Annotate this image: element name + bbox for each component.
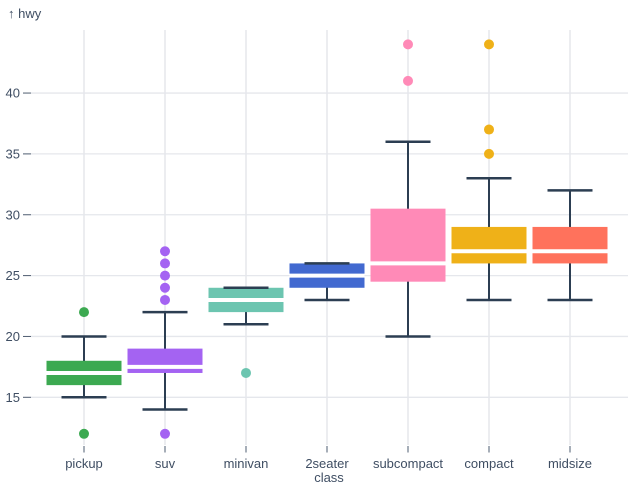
y-axis-label: ↑ hwy xyxy=(8,6,42,21)
outlier-dot xyxy=(403,75,413,86)
box-rect xyxy=(451,226,527,264)
x-tick-label: midsize xyxy=(548,456,592,471)
boxplot-subcompact xyxy=(370,39,446,338)
y-tick-label: 30 xyxy=(6,207,20,222)
outlier-dot xyxy=(484,39,494,50)
x-tick-label: minivan xyxy=(224,456,269,471)
box-rect xyxy=(532,226,608,264)
x-axis-label: class xyxy=(314,470,344,485)
outlier-dot xyxy=(241,367,251,378)
boxplot-suv xyxy=(127,246,203,439)
outlier-dot xyxy=(160,282,170,293)
outlier-dot xyxy=(160,246,170,257)
outlier-dot xyxy=(484,124,494,135)
y-tick-label: 25 xyxy=(6,268,20,283)
x-tick-label: pickup xyxy=(65,456,103,471)
boxplot-pickup xyxy=(46,307,122,439)
boxplot-2seater xyxy=(289,262,365,302)
y-tick-label: 35 xyxy=(6,146,20,161)
y-tick-label: 20 xyxy=(6,329,20,344)
outlier-dot xyxy=(160,258,170,269)
outlier-dot xyxy=(160,428,170,439)
box-rect xyxy=(370,208,446,282)
outlier-dot xyxy=(484,148,494,159)
boxplot-minivan xyxy=(208,286,284,378)
x-tick-label: 2seater xyxy=(305,456,349,471)
outlier-dot xyxy=(79,307,89,318)
outlier-dot xyxy=(403,39,413,50)
x-tick-label: compact xyxy=(464,456,514,471)
y-tick-label: 40 xyxy=(6,86,20,101)
x-tick-label: subcompact xyxy=(373,456,443,471)
outlier-dot xyxy=(79,428,89,439)
outlier-dot xyxy=(160,294,170,305)
boxplot-midsize xyxy=(532,189,608,302)
outlier-dot xyxy=(160,270,170,281)
box-rect xyxy=(127,348,203,373)
y-tick-label: 15 xyxy=(6,390,20,405)
x-tick-label: suv xyxy=(155,456,176,471)
boxplot-compact xyxy=(451,39,527,302)
